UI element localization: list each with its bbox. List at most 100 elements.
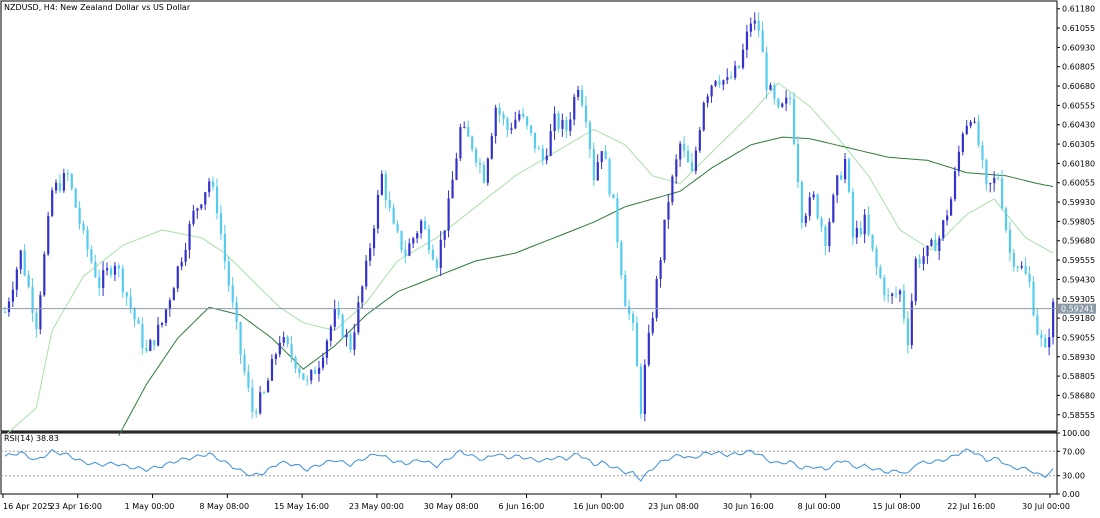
candle-body bbox=[608, 159, 611, 195]
candle-body bbox=[121, 268, 124, 293]
candle-body bbox=[871, 234, 874, 249]
candle-body bbox=[15, 269, 18, 290]
candle-body bbox=[7, 301, 11, 313]
candle-body bbox=[675, 159, 678, 177]
candle-body bbox=[647, 332, 650, 365]
candle-body bbox=[192, 210, 195, 224]
candle-body bbox=[592, 149, 595, 181]
candle-body bbox=[769, 85, 772, 90]
candle-body bbox=[145, 347, 148, 351]
candle-body bbox=[259, 392, 262, 414]
candle-body bbox=[365, 260, 368, 287]
time-tick-label: 1 May 00:00 bbox=[125, 502, 175, 511]
time-tick-label: 8 May 08:00 bbox=[199, 502, 249, 511]
time-tick-label: 23 Jun 08:00 bbox=[648, 502, 699, 511]
candle-body bbox=[902, 290, 906, 319]
price-tick-label: 0.61180 bbox=[1062, 5, 1095, 14]
candle-body bbox=[914, 258, 917, 302]
candle-body bbox=[840, 175, 843, 180]
candle-body bbox=[659, 259, 662, 280]
candle-body bbox=[832, 195, 835, 223]
time-tick-label: 23 Apr 16:00 bbox=[50, 502, 102, 511]
candle-body bbox=[109, 268, 113, 275]
candle-body bbox=[800, 182, 804, 223]
candle-body bbox=[486, 158, 489, 183]
price-tick-label: 0.59555 bbox=[1062, 256, 1095, 265]
candle-body bbox=[616, 198, 619, 243]
candle-body bbox=[298, 368, 301, 374]
candle-body bbox=[74, 188, 77, 208]
price-tick-label: 0.59305 bbox=[1062, 295, 1095, 304]
candle-body bbox=[965, 125, 968, 134]
candle-body bbox=[843, 158, 847, 180]
candle-body bbox=[400, 231, 403, 250]
candle-body bbox=[98, 276, 101, 288]
candle-body bbox=[129, 296, 132, 309]
candle-body bbox=[11, 289, 15, 302]
price-tick-label: 0.59805 bbox=[1062, 217, 1095, 226]
candle-body bbox=[333, 308, 336, 327]
candle-body bbox=[749, 23, 752, 32]
candle-body bbox=[102, 270, 105, 288]
candle-body bbox=[1016, 266, 1019, 268]
candle-body bbox=[39, 295, 42, 330]
time-tick-label: 30 May 08:00 bbox=[424, 502, 479, 511]
candle-body bbox=[78, 207, 81, 224]
candle-body bbox=[62, 173, 66, 191]
candle-body bbox=[859, 228, 862, 235]
candle-body bbox=[90, 249, 93, 262]
price-tick-label: 0.58555 bbox=[1062, 411, 1095, 420]
candle-body bbox=[416, 233, 419, 239]
candle-body bbox=[993, 177, 996, 184]
candle-body bbox=[730, 77, 733, 79]
price-tick-label: 0.59430 bbox=[1062, 275, 1095, 284]
candle-body bbox=[447, 198, 450, 231]
candle-body bbox=[671, 176, 674, 203]
candle-body bbox=[977, 121, 980, 146]
rsi-tick-label: 30.00 bbox=[1062, 472, 1085, 481]
candle-body bbox=[741, 49, 745, 68]
candle-body bbox=[494, 107, 497, 136]
candle-body bbox=[514, 119, 517, 129]
candle-body bbox=[380, 173, 383, 195]
candle-body bbox=[314, 370, 317, 374]
candle-body bbox=[989, 183, 992, 185]
candle-body bbox=[875, 248, 878, 268]
candle-body bbox=[58, 182, 62, 191]
price-tick-label: 0.59055 bbox=[1062, 333, 1095, 342]
chart-title: NZDUSD, H4: New Zealand Dollar vs US Dol… bbox=[4, 3, 191, 12]
candle-body bbox=[883, 277, 886, 296]
candle-body bbox=[1024, 265, 1027, 274]
candle-body bbox=[553, 113, 556, 132]
candle-body bbox=[828, 222, 831, 247]
candle-body bbox=[765, 52, 768, 90]
candle-body bbox=[997, 177, 1000, 179]
candle-body bbox=[82, 223, 85, 230]
candle-body bbox=[910, 301, 913, 346]
candle-body bbox=[541, 148, 544, 161]
candle-body bbox=[86, 229, 89, 250]
candle-body bbox=[781, 103, 784, 107]
candle-body bbox=[738, 65, 741, 68]
candle-body bbox=[686, 150, 690, 163]
candle-body bbox=[137, 319, 140, 324]
candle-body bbox=[855, 228, 858, 238]
candle-body bbox=[208, 181, 211, 193]
candle-body bbox=[612, 194, 615, 199]
rsi-tick-label: 100.00 bbox=[1062, 429, 1090, 438]
candle-body bbox=[43, 254, 46, 296]
candle-body bbox=[643, 364, 646, 415]
candle-body bbox=[149, 340, 152, 351]
candle-body bbox=[349, 334, 352, 350]
time-tick-label: 30 Jul 00:00 bbox=[1022, 502, 1070, 511]
candle-body bbox=[23, 250, 26, 276]
candle-body bbox=[388, 199, 391, 208]
candle-body bbox=[168, 300, 172, 310]
candle-body bbox=[27, 275, 30, 287]
candle-body bbox=[455, 158, 458, 180]
candle-body bbox=[270, 358, 274, 381]
candle-body bbox=[3, 311, 7, 313]
price-tick-label: 0.60555 bbox=[1062, 101, 1095, 110]
